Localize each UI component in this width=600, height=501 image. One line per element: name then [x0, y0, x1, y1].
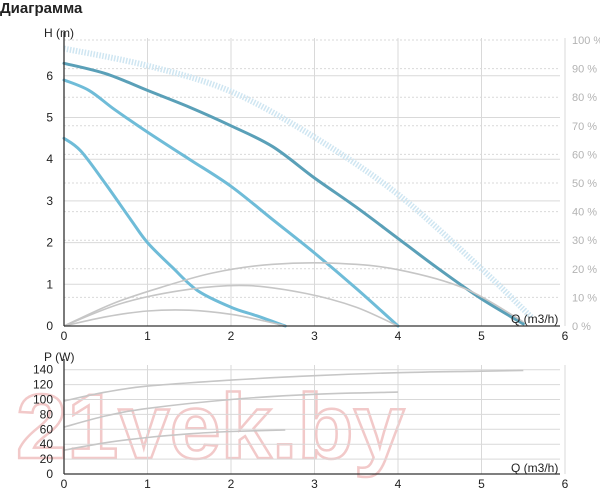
- efficiency-tick-label: 0 %: [572, 321, 591, 333]
- efficiency-curve: [63, 45, 534, 320]
- x-tick-label: 2: [228, 477, 235, 491]
- y-axis-label: H (m): [44, 26, 74, 40]
- y-tick-label: 40: [40, 437, 54, 451]
- efficiency-tick-label: 30 %: [572, 235, 597, 247]
- x-tick-label: 1: [144, 329, 151, 343]
- efficiency-tick-label: 40 %: [572, 207, 597, 219]
- y-tick-label: 2: [46, 236, 53, 250]
- efficiency-tick-label: 80 %: [572, 92, 597, 104]
- x-tick-label: 4: [395, 477, 402, 491]
- efficiency-curve-mid: [63, 284, 399, 327]
- head-curve-max: [62, 61, 525, 326]
- x-tick-label: 3: [311, 477, 318, 491]
- power-curve-mid: [63, 391, 399, 428]
- efficiency-tick-label: 100 %: [572, 35, 600, 47]
- y-tick-label: 80: [40, 407, 54, 421]
- efficiency-curve-min: [63, 309, 286, 327]
- x-tick-label: 5: [478, 477, 485, 491]
- x-tick-label: 0: [61, 329, 68, 343]
- power-curve-min: [63, 429, 286, 451]
- x-tick-label: 4: [395, 329, 402, 343]
- y-tick-label: 20: [40, 452, 54, 466]
- y-tick-label: 60: [40, 422, 54, 436]
- y-tick-label: 120: [33, 378, 53, 392]
- power-curve-max: [63, 369, 524, 402]
- x-axis-label: Q (m3/h): [511, 461, 558, 475]
- efficiency-tick-label: 50 %: [572, 178, 597, 190]
- head-curve-mid: [62, 78, 400, 328]
- efficiency-tick-label: 60 %: [572, 149, 597, 161]
- efficiency-tick-label: 70 %: [572, 121, 597, 133]
- watermark: 21vek.by: [16, 376, 405, 478]
- efficiency-tick-label: 20 %: [572, 264, 597, 276]
- y-tick-label: 5: [46, 111, 53, 125]
- head-curve-min: [62, 136, 287, 328]
- efficiency-curve-max: [63, 262, 524, 327]
- y-tick-label: 0: [46, 319, 53, 333]
- x-tick-label: 1: [144, 477, 151, 491]
- y-tick-label: 6: [46, 69, 53, 83]
- x-tick-label: 6: [562, 329, 569, 343]
- y-tick-label: 140: [33, 363, 53, 377]
- x-tick-label: 2: [228, 329, 235, 343]
- efficiency-tick-label: 90 %: [572, 64, 597, 76]
- x-tick-label: 0: [61, 477, 68, 491]
- y-tick-label: 4: [46, 152, 53, 166]
- diagram-title: Диаграмма: [0, 0, 83, 17]
- y-tick-label: 100: [33, 393, 53, 407]
- efficiency-tick-label: 10 %: [572, 292, 597, 304]
- x-tick-label: 3: [311, 329, 318, 343]
- y-tick-label: 1: [46, 277, 53, 291]
- x-tick-label: 6: [562, 477, 569, 491]
- y-axis-label: P (W): [44, 350, 74, 364]
- x-axis-label: Q (m3/h): [511, 312, 558, 326]
- y-tick-label: 3: [46, 194, 53, 208]
- x-tick-label: 5: [478, 329, 485, 343]
- y-tick-label: 0: [46, 467, 53, 481]
